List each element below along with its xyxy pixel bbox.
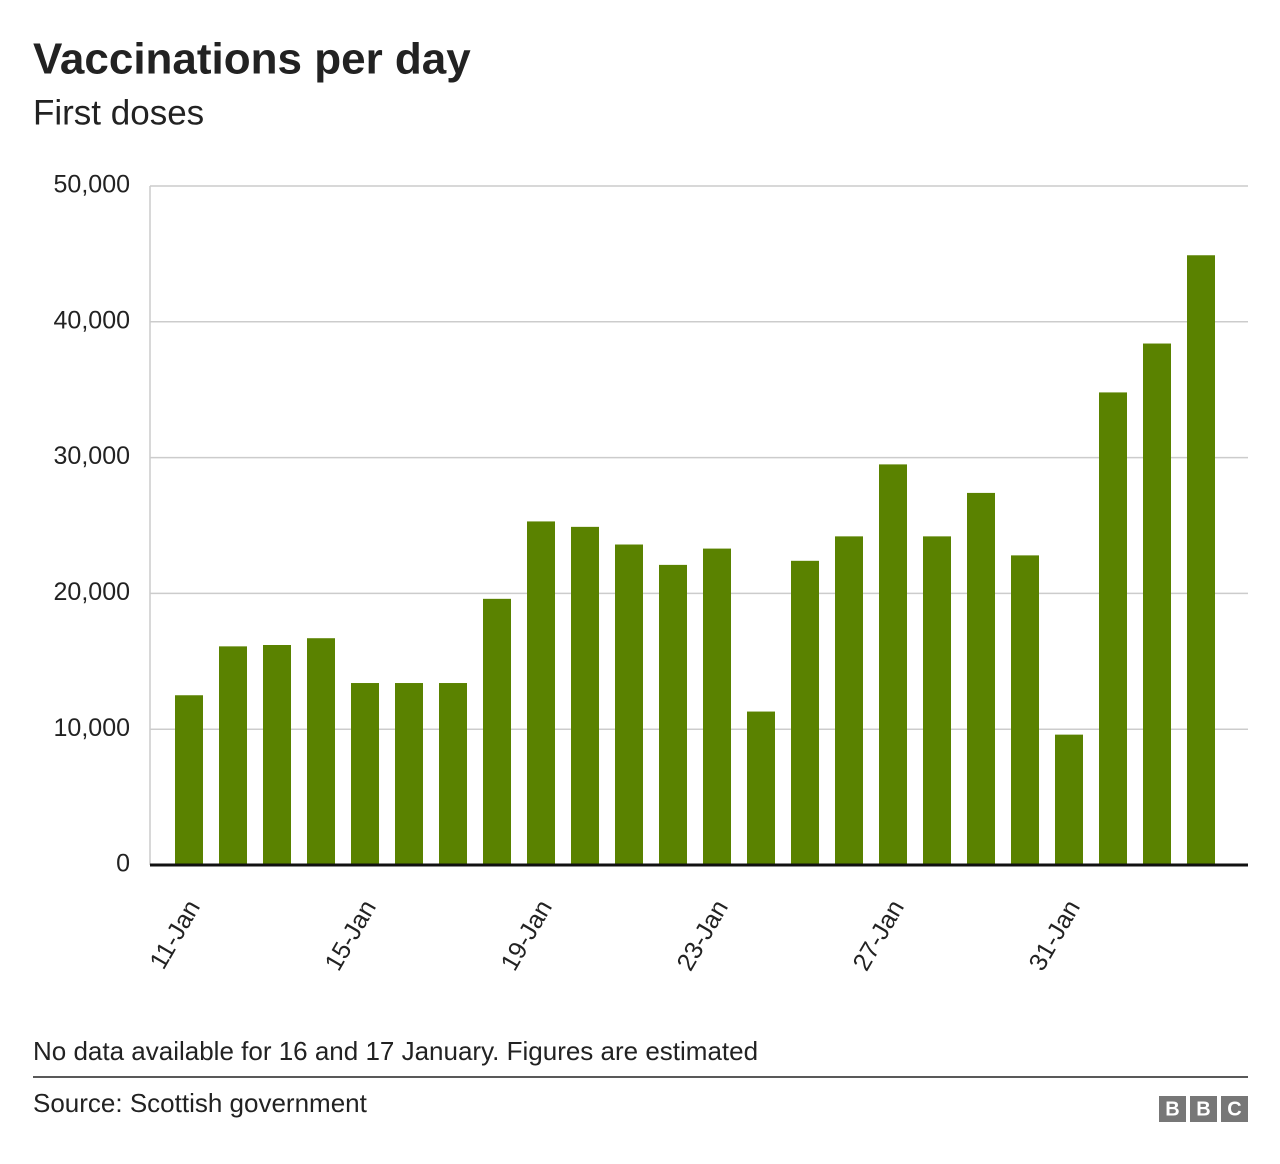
bar [1011, 555, 1039, 865]
y-tick-label: 40,000 [54, 306, 130, 334]
svg-text:B: B [1196, 1098, 1210, 1120]
y-tick-label: 10,000 [54, 714, 130, 742]
chart-title: Vaccinations per day [33, 35, 471, 84]
bbc-logo: B B C [1159, 1096, 1248, 1122]
note: No data available for 16 and 17 January.… [33, 1036, 758, 1066]
svg-text:B: B [1165, 1098, 1179, 1120]
y-tick-label: 50,000 [54, 171, 130, 199]
y-tick-label: 30,000 [54, 442, 130, 470]
bar [791, 560, 819, 865]
bar [967, 492, 995, 865]
bar [747, 711, 775, 865]
x-tick-label: 11-Jan [144, 895, 206, 974]
bar [571, 526, 599, 865]
x-tick-label: 27-Jan [847, 895, 909, 975]
chart-subtitle: First doses [33, 93, 204, 132]
svg-text:C: C [1227, 1098, 1241, 1120]
bar [263, 645, 291, 865]
bar [395, 683, 423, 865]
bar [351, 683, 379, 865]
y-tick-label: 0 [116, 850, 130, 878]
bar [1099, 392, 1127, 865]
bar [439, 683, 467, 865]
bar [615, 544, 643, 865]
bar [1143, 343, 1171, 865]
bar [483, 598, 511, 865]
bar [879, 464, 907, 865]
bar [219, 646, 247, 865]
bar [175, 695, 203, 865]
source: Source: Scottish government [33, 1088, 368, 1118]
bar [307, 638, 335, 865]
bar [527, 521, 555, 865]
y-tick-label: 20,000 [54, 578, 130, 606]
x-tick-label: 15-Jan [319, 895, 381, 975]
x-tick-label: 23-Jan [671, 895, 733, 975]
bar [1055, 734, 1083, 865]
bar [923, 536, 951, 865]
x-tick-label: 19-Jan [495, 895, 557, 975]
bar [1187, 255, 1215, 865]
bar [835, 536, 863, 865]
x-tick-label: 31-Jan [1023, 895, 1085, 975]
bar [703, 548, 731, 865]
bar [659, 564, 687, 865]
